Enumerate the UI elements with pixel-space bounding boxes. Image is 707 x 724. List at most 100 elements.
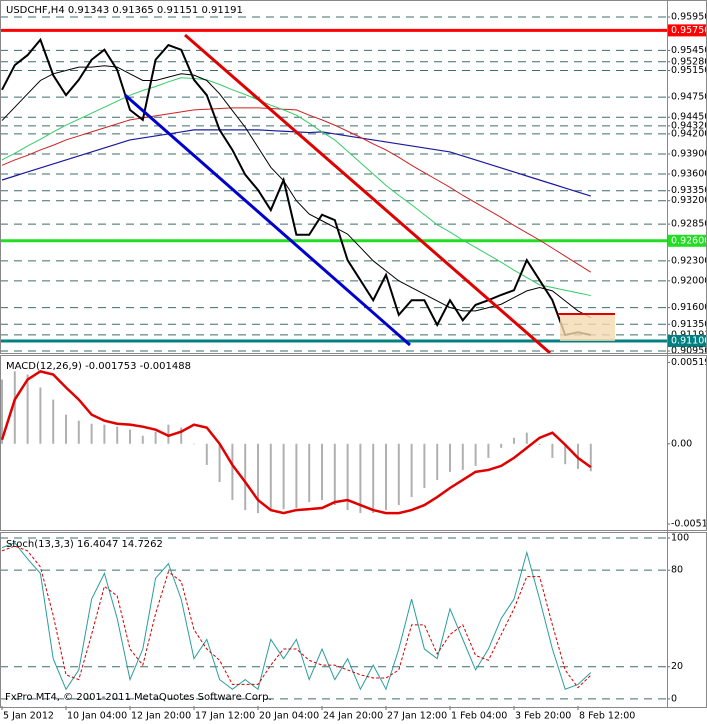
- histogram-bar: [372, 443, 375, 514]
- y-tick-label: 100: [671, 532, 689, 543]
- y-tick-label: 0.93600: [671, 168, 707, 179]
- y-tick-label: 0.92600: [671, 235, 707, 246]
- y-tick-label: 0: [671, 693, 677, 704]
- trend-line: [124, 93, 411, 347]
- x-tick-label: 3 Feb 20:00: [515, 711, 571, 722]
- histogram-bar: [244, 443, 247, 511]
- histogram-bar: [346, 443, 349, 511]
- histogram-bar: [423, 443, 426, 488]
- series-line: [1, 37, 592, 337]
- histogram-bar: [308, 443, 311, 503]
- x-tick-label: 8 Feb 12:00: [579, 711, 635, 722]
- y-tick-label: 0.93900: [671, 148, 707, 159]
- y-tick-label: 0.95280: [671, 56, 707, 67]
- y-tick-label: 0.00519: [671, 357, 707, 368]
- y-tick-label: -0.00512: [671, 519, 707, 530]
- histogram-bar: [90, 423, 93, 444]
- price-label-bg: [668, 334, 707, 347]
- y-tick-label: 0.94200: [671, 128, 707, 139]
- x-tick-label: 1 Feb 04:00: [451, 711, 507, 722]
- y-tick-label: 0.91350: [671, 319, 707, 330]
- histogram-bar: [461, 443, 464, 470]
- histogram-bar: [154, 431, 157, 444]
- price-label-bg: [668, 234, 707, 247]
- indicator-title: Stoch(13,3,3) 16.4047 14.7262: [6, 539, 163, 550]
- histogram-bar: [436, 443, 439, 480]
- y-tick-label: 0.94450: [671, 112, 707, 123]
- histogram-bar: [129, 429, 131, 444]
- histogram-bar: [359, 443, 362, 514]
- histogram-bar: [282, 443, 285, 510]
- x-tick-label: 10 Jan 04:00: [67, 711, 127, 722]
- x-tick-label: 20 Jan 04:00: [259, 711, 319, 722]
- series-line: [1, 65, 592, 319]
- y-tick-label: 0.00: [671, 438, 692, 449]
- series-line: [0, 370, 592, 515]
- x-tick-label: 5 Jan 2012: [3, 711, 54, 722]
- series-line: [1, 545, 592, 689]
- histogram-bar: [449, 443, 451, 472]
- histogram-bar: [180, 427, 183, 444]
- histogram-bar: [257, 443, 259, 514]
- histogram-bar: [39, 387, 42, 444]
- y-tick-label: 0.91191: [671, 329, 707, 340]
- y-tick-label: 0.93350: [671, 185, 707, 196]
- y-tick-label: 0.92300: [671, 255, 707, 266]
- y-tick-label: 0.95750: [671, 25, 707, 36]
- price-label-bg: [668, 24, 707, 37]
- indicator-title: MACD(12,26,9) -0.001753 -0.001488: [6, 361, 191, 372]
- histogram-bar: [513, 437, 515, 444]
- histogram-bar: [474, 443, 477, 466]
- y-tick-label: 0.95150: [671, 65, 707, 76]
- y-tick-label: 20: [671, 661, 683, 672]
- histogram-bar: [13, 371, 16, 444]
- histogram-bar: [525, 432, 528, 444]
- y-tick-label: 0.93200: [671, 195, 707, 206]
- histogram-bar: [538, 443, 541, 445]
- histogram-bar: [193, 443, 195, 445]
- histogram-bar: [65, 414, 67, 444]
- histogram-bar: [103, 424, 106, 444]
- histogram-bar: [141, 435, 144, 444]
- y-tick-label: 0.90950: [671, 345, 707, 356]
- x-tick-label: 12 Jan 20:00: [131, 711, 191, 722]
- x-tick-label: 27 Jan 12:00: [387, 711, 447, 722]
- range-box: [560, 314, 615, 341]
- y-tick-label: 0.92000: [671, 275, 707, 286]
- trend-line: [184, 33, 551, 355]
- histogram-bar: [397, 443, 400, 506]
- x-tick-label: 24 Jan 20:00: [323, 711, 383, 722]
- histogram-bar: [321, 443, 323, 501]
- histogram-bar: [269, 443, 272, 511]
- histogram-bar: [333, 443, 336, 506]
- histogram-bar: [589, 443, 592, 472]
- histogram-bar: [410, 443, 413, 498]
- y-tick-label: 0.91600: [671, 302, 707, 313]
- histogram-bar: [167, 424, 170, 444]
- y-tick-label: 80: [671, 565, 683, 576]
- y-tick-label: 0.92850: [671, 219, 707, 230]
- chart-title: USDCHF,H4 0.91343 0.91365 0.91151 0.9119…: [6, 5, 243, 16]
- histogram-bar: [116, 426, 119, 444]
- copyright: FxPro MT4, © 2001-2011 MetaQuotes Softwa…: [5, 692, 272, 703]
- histogram-bar: [52, 399, 55, 444]
- y-tick-label: 0.94320: [671, 120, 707, 131]
- histogram-bar: [218, 443, 221, 483]
- histogram-bar: [26, 374, 29, 444]
- histogram-bar: [487, 443, 490, 458]
- series-line: [1, 107, 592, 273]
- histogram-bar: [500, 443, 503, 448]
- histogram-bar: [77, 420, 80, 444]
- y-tick-label: 0.91100: [671, 335, 707, 346]
- histogram-bar: [564, 443, 567, 465]
- y-tick-label: 0.95450: [671, 45, 707, 56]
- histogram-bar: [385, 443, 387, 511]
- x-tick-label: 17 Jan 12:00: [195, 711, 255, 722]
- series-line: [1, 77, 591, 297]
- histogram-bar: [231, 443, 234, 501]
- histogram-bar: [205, 443, 208, 465]
- y-tick-label: 0.95950: [671, 12, 707, 23]
